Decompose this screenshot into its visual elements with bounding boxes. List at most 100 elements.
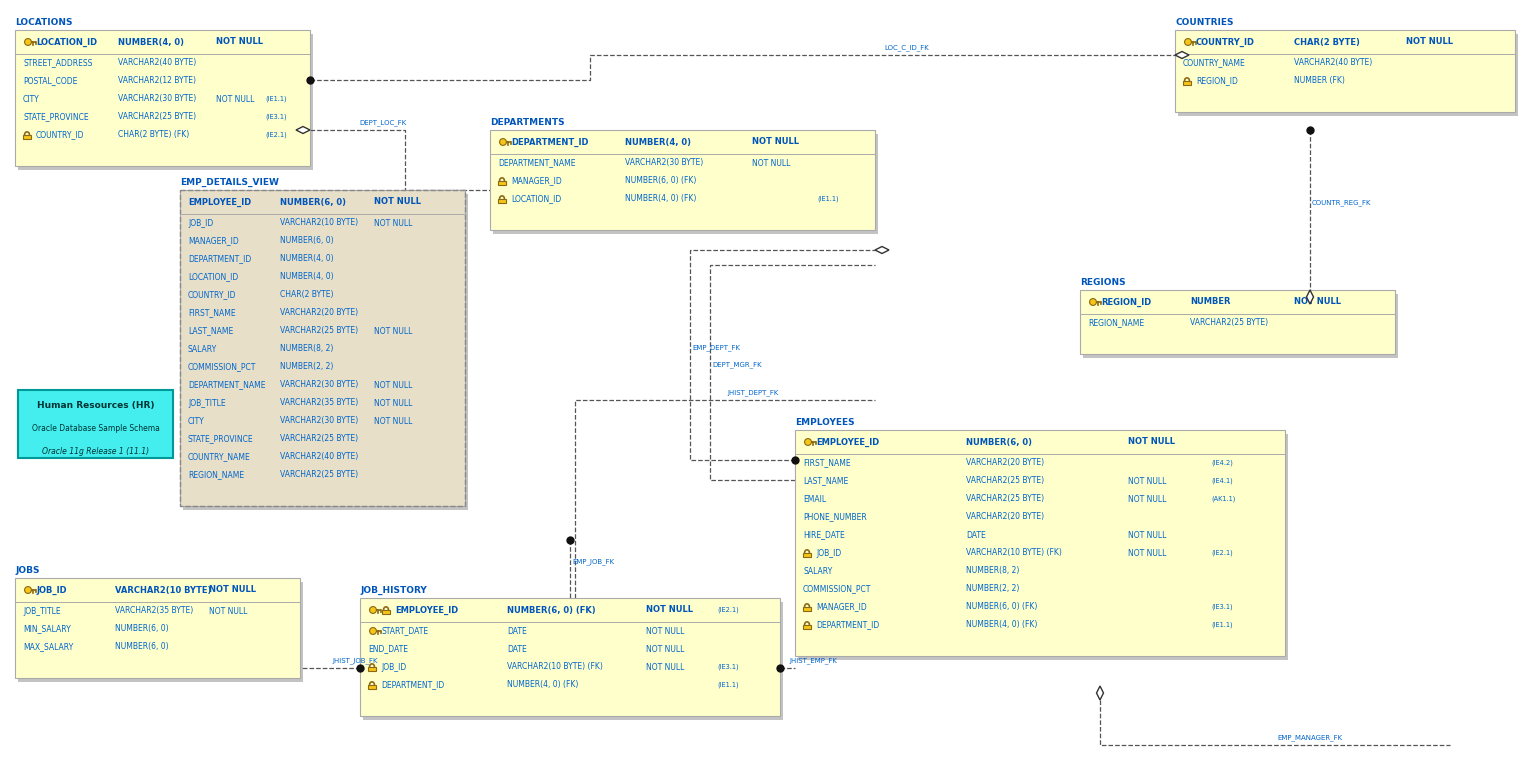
Text: COUNTRIES: COUNTRIES xyxy=(1175,18,1233,27)
Text: DEPT_LOC_FK: DEPT_LOC_FK xyxy=(359,119,407,126)
Text: JOB_TITLE: JOB_TITLE xyxy=(23,606,60,616)
Text: VARCHAR2(20 BYTE): VARCHAR2(20 BYTE) xyxy=(280,309,358,318)
Text: NUMBER(4, 0) (FK): NUMBER(4, 0) (FK) xyxy=(966,620,1038,629)
Text: JHIST_JOB_FK: JHIST_JOB_FK xyxy=(332,657,378,664)
Text: MANAGER_ID: MANAGER_ID xyxy=(816,603,866,612)
Text: (IE1.1): (IE1.1) xyxy=(717,682,739,689)
Text: CHAR(2 BYTE): CHAR(2 BYTE) xyxy=(1293,37,1359,46)
Text: VARCHAR2(10 BYTE) (FK): VARCHAR2(10 BYTE) (FK) xyxy=(966,549,1063,558)
Text: VARCHAR2(10 BYTE) (FK): VARCHAR2(10 BYTE) (FK) xyxy=(507,663,602,672)
Text: NUMBER (FK): NUMBER (FK) xyxy=(1293,77,1346,86)
Text: SALARY: SALARY xyxy=(803,566,833,575)
Text: VARCHAR2(30 BYTE): VARCHAR2(30 BYTE) xyxy=(118,94,197,103)
Circle shape xyxy=(805,439,811,445)
FancyBboxPatch shape xyxy=(362,602,783,720)
Text: CITY: CITY xyxy=(187,416,204,426)
Text: VARCHAR2(40 BYTE): VARCHAR2(40 BYTE) xyxy=(1293,59,1372,68)
Text: (IE1.1): (IE1.1) xyxy=(1212,622,1233,629)
FancyBboxPatch shape xyxy=(1083,294,1398,358)
Text: NOT NULL: NOT NULL xyxy=(645,644,684,654)
Text: DATE: DATE xyxy=(507,644,527,654)
Text: (IE3.1): (IE3.1) xyxy=(1212,603,1233,610)
Text: POSTAL_CODE: POSTAL_CODE xyxy=(23,77,77,86)
FancyBboxPatch shape xyxy=(803,553,811,557)
Text: NOT NULL: NOT NULL xyxy=(373,381,412,389)
Text: NUMBER(2, 2): NUMBER(2, 2) xyxy=(966,584,1020,594)
Text: (IE3.1): (IE3.1) xyxy=(717,663,739,670)
Text: FIRST_NAME: FIRST_NAME xyxy=(187,309,235,318)
Text: COUNTR_REG_FK: COUNTR_REG_FK xyxy=(1312,199,1372,206)
Text: NUMBER(4, 0): NUMBER(4, 0) xyxy=(280,273,333,281)
Text: VARCHAR2(35 BYTE): VARCHAR2(35 BYTE) xyxy=(115,606,194,616)
Text: NOT NULL: NOT NULL xyxy=(209,606,247,616)
Circle shape xyxy=(1184,39,1192,46)
Text: MANAGER_ID: MANAGER_ID xyxy=(187,236,238,245)
FancyBboxPatch shape xyxy=(369,685,376,689)
Text: NUMBER(6, 0): NUMBER(6, 0) xyxy=(115,642,169,651)
Text: VARCHAR2(30 BYTE): VARCHAR2(30 BYTE) xyxy=(280,381,358,389)
Polygon shape xyxy=(1175,52,1189,59)
FancyBboxPatch shape xyxy=(183,194,468,510)
Polygon shape xyxy=(296,126,310,134)
Text: (IE2.1): (IE2.1) xyxy=(717,606,739,613)
Text: REGION_ID: REGION_ID xyxy=(1197,77,1238,86)
Text: MAX_SALARY: MAX_SALARY xyxy=(23,642,74,651)
Text: VARCHAR2(25 BYTE): VARCHAR2(25 BYTE) xyxy=(280,435,358,444)
Text: JOB_HISTORY: JOB_HISTORY xyxy=(359,586,427,595)
Text: NUMBER(8, 2): NUMBER(8, 2) xyxy=(966,566,1020,575)
Text: DEPARTMENTS: DEPARTMENTS xyxy=(490,118,565,127)
Text: STREET_ADDRESS: STREET_ADDRESS xyxy=(23,59,92,68)
Text: NUMBER(6, 0) (FK): NUMBER(6, 0) (FK) xyxy=(625,176,696,185)
Text: VARCHAR2(40 BYTE): VARCHAR2(40 BYTE) xyxy=(280,452,358,461)
Text: VARCHAR2(25 BYTE): VARCHAR2(25 BYTE) xyxy=(1190,318,1269,328)
Text: NUMBER(8, 2): NUMBER(8, 2) xyxy=(280,344,333,353)
FancyBboxPatch shape xyxy=(498,181,505,185)
Text: JOB_ID: JOB_ID xyxy=(35,585,66,594)
Text: LOC_C_ID_FK: LOC_C_ID_FK xyxy=(885,44,929,51)
Text: EMAIL: EMAIL xyxy=(803,495,826,504)
Text: CHAR(2 BYTE) (FK): CHAR(2 BYTE) (FK) xyxy=(118,131,189,140)
Text: NUMBER(4, 0) (FK): NUMBER(4, 0) (FK) xyxy=(507,680,579,689)
FancyBboxPatch shape xyxy=(498,198,505,203)
Text: DEPARTMENT_NAME: DEPARTMENT_NAME xyxy=(187,381,266,389)
Text: NUMBER(6, 0): NUMBER(6, 0) xyxy=(115,625,169,634)
Text: VARCHAR2(10 BYTE): VARCHAR2(10 BYTE) xyxy=(115,585,210,594)
Text: COUNTRY_NAME: COUNTRY_NAME xyxy=(187,452,250,461)
Text: VARCHAR2(25 BYTE): VARCHAR2(25 BYTE) xyxy=(280,327,358,335)
Circle shape xyxy=(1089,299,1097,306)
FancyBboxPatch shape xyxy=(18,34,313,170)
Text: LOCATION_ID: LOCATION_ID xyxy=(35,37,97,46)
Text: DEPARTMENT_ID: DEPARTMENT_ID xyxy=(187,255,252,264)
Text: NOT NULL: NOT NULL xyxy=(645,663,684,672)
Text: NUMBER(6, 0): NUMBER(6, 0) xyxy=(280,236,333,245)
Text: DEPARTMENT_ID: DEPARTMENT_ID xyxy=(381,680,444,689)
Text: NUMBER(4, 0): NUMBER(4, 0) xyxy=(118,37,184,46)
Text: NUMBER(2, 2): NUMBER(2, 2) xyxy=(280,363,333,372)
Text: NOT NULL: NOT NULL xyxy=(215,94,253,103)
Text: EMP_MANAGER_FK: EMP_MANAGER_FK xyxy=(1276,734,1342,741)
Text: COMMISSION_PCT: COMMISSION_PCT xyxy=(187,363,257,372)
Text: DATE: DATE xyxy=(507,626,527,635)
Text: JOB_ID: JOB_ID xyxy=(381,663,406,672)
Text: Human Resources (HR): Human Resources (HR) xyxy=(37,401,154,410)
Text: EMPLOYEES: EMPLOYEES xyxy=(796,418,854,427)
Text: LAST_NAME: LAST_NAME xyxy=(803,477,848,486)
Text: NUMBER(6, 0): NUMBER(6, 0) xyxy=(280,198,346,207)
Text: EMPLOYEE_ID: EMPLOYEE_ID xyxy=(816,438,879,447)
Text: VARCHAR2(25 BYTE): VARCHAR2(25 BYTE) xyxy=(118,112,197,122)
Text: VARCHAR2(12 BYTE): VARCHAR2(12 BYTE) xyxy=(118,77,197,86)
Polygon shape xyxy=(876,246,889,254)
FancyBboxPatch shape xyxy=(493,134,879,234)
Text: VARCHAR2(25 BYTE): VARCHAR2(25 BYTE) xyxy=(966,495,1044,504)
FancyBboxPatch shape xyxy=(180,190,465,506)
Circle shape xyxy=(370,628,376,635)
Text: (IE1.1): (IE1.1) xyxy=(817,196,839,202)
Text: NOT NULL: NOT NULL xyxy=(1405,37,1453,46)
Text: DEPARTMENT_NAME: DEPARTMENT_NAME xyxy=(498,159,576,167)
Text: VARCHAR2(40 BYTE): VARCHAR2(40 BYTE) xyxy=(118,59,197,68)
Text: Oracle 11g Release 1 (11.1): Oracle 11g Release 1 (11.1) xyxy=(41,447,149,456)
Text: NOT NULL: NOT NULL xyxy=(751,159,790,167)
FancyBboxPatch shape xyxy=(18,390,174,458)
Text: MANAGER_ID: MANAGER_ID xyxy=(511,176,562,185)
Text: START_DATE: START_DATE xyxy=(381,626,429,635)
